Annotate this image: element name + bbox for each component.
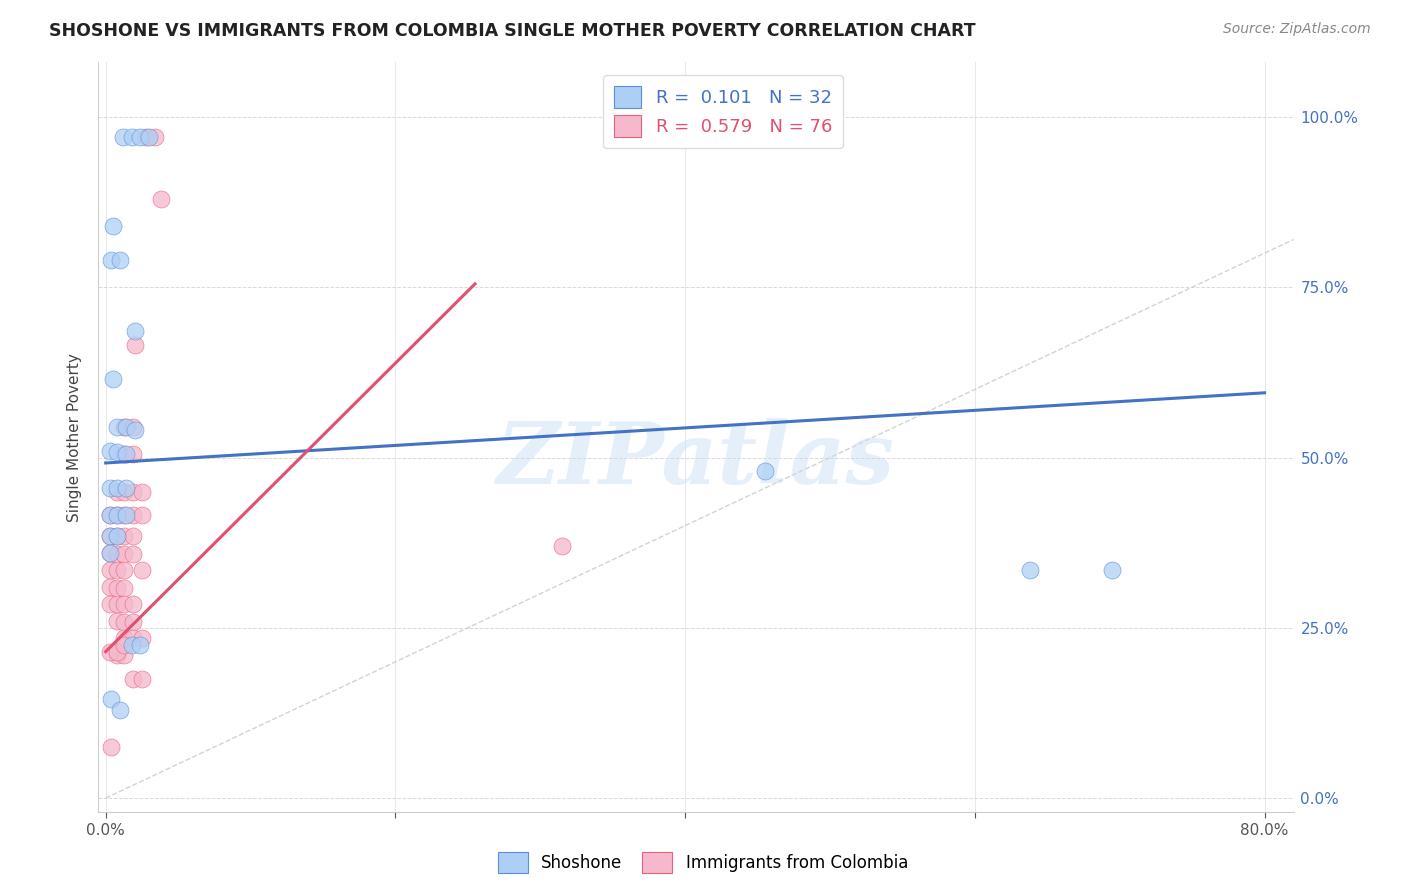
Point <box>754 464 776 478</box>
Point <box>135 130 157 145</box>
Point <box>138 130 160 145</box>
Point <box>121 130 143 145</box>
Point <box>105 597 128 611</box>
Point <box>98 508 121 523</box>
Point <box>131 631 153 645</box>
Point <box>114 484 136 499</box>
Point <box>105 648 128 662</box>
Y-axis label: Single Mother Poverty: Single Mother Poverty <box>67 352 83 522</box>
Point <box>143 130 166 145</box>
Point <box>149 192 172 206</box>
Text: SHOSHONE VS IMMIGRANTS FROM COLOMBIA SINGLE MOTHER POVERTY CORRELATION CHART: SHOSHONE VS IMMIGRANTS FROM COLOMBIA SIN… <box>49 22 976 40</box>
Point <box>105 582 128 596</box>
Point <box>122 615 145 630</box>
Point <box>105 547 128 561</box>
Point <box>98 529 121 543</box>
Point <box>114 420 136 434</box>
Point <box>131 563 153 577</box>
Point <box>98 443 121 458</box>
Point <box>129 638 152 652</box>
Point <box>122 529 145 543</box>
Point <box>105 508 128 523</box>
Point <box>122 631 145 645</box>
Point <box>98 597 121 611</box>
Point <box>124 338 146 352</box>
Point <box>105 481 128 495</box>
Point <box>1018 563 1040 577</box>
Point <box>114 563 136 577</box>
Point <box>114 508 136 523</box>
Point <box>122 672 145 686</box>
Point <box>115 447 138 461</box>
Point <box>122 547 145 561</box>
Point <box>114 638 136 652</box>
Point <box>114 631 136 645</box>
Point <box>115 420 138 434</box>
Point <box>98 481 121 495</box>
Point <box>100 252 122 267</box>
Point <box>100 692 122 706</box>
Point <box>105 529 128 543</box>
Point <box>114 447 136 461</box>
Point <box>105 645 128 659</box>
Point <box>131 508 153 523</box>
Point <box>98 645 121 659</box>
Point <box>551 539 574 553</box>
Point <box>129 130 152 145</box>
Point <box>98 580 121 594</box>
Point <box>121 638 143 652</box>
Point <box>131 484 153 499</box>
Point <box>98 529 121 543</box>
Legend: R =  0.101   N = 32, R =  0.579   N = 76: R = 0.101 N = 32, R = 0.579 N = 76 <box>603 75 844 148</box>
Legend: Shoshone, Immigrants from Colombia: Shoshone, Immigrants from Colombia <box>491 846 915 880</box>
Point <box>105 563 128 577</box>
Point <box>115 508 138 523</box>
Point <box>122 597 145 611</box>
Point <box>114 597 136 611</box>
Point <box>114 547 136 561</box>
Point <box>108 702 131 716</box>
Point <box>122 484 145 499</box>
Text: Source: ZipAtlas.com: Source: ZipAtlas.com <box>1223 22 1371 37</box>
Point <box>101 372 124 386</box>
Point <box>98 508 121 523</box>
Point <box>122 447 145 461</box>
Point <box>98 563 121 577</box>
Point <box>115 481 138 495</box>
Point <box>114 615 136 630</box>
Point <box>100 739 122 754</box>
Point <box>122 420 145 434</box>
Point <box>105 529 128 543</box>
Point <box>105 614 128 628</box>
Point <box>98 546 121 560</box>
Point <box>124 423 146 437</box>
Point <box>131 672 153 686</box>
Point <box>105 420 128 434</box>
Point <box>108 252 131 267</box>
Point <box>98 546 121 560</box>
Point <box>124 325 146 339</box>
Point <box>101 219 124 233</box>
Point <box>122 508 145 523</box>
Point <box>114 529 136 543</box>
Point <box>105 445 128 459</box>
Point <box>112 130 135 145</box>
Point <box>114 582 136 596</box>
Point <box>114 648 136 662</box>
Text: ZIPatlas: ZIPatlas <box>496 417 896 501</box>
Point <box>105 508 128 523</box>
Point <box>1101 563 1123 577</box>
Point <box>105 484 128 499</box>
